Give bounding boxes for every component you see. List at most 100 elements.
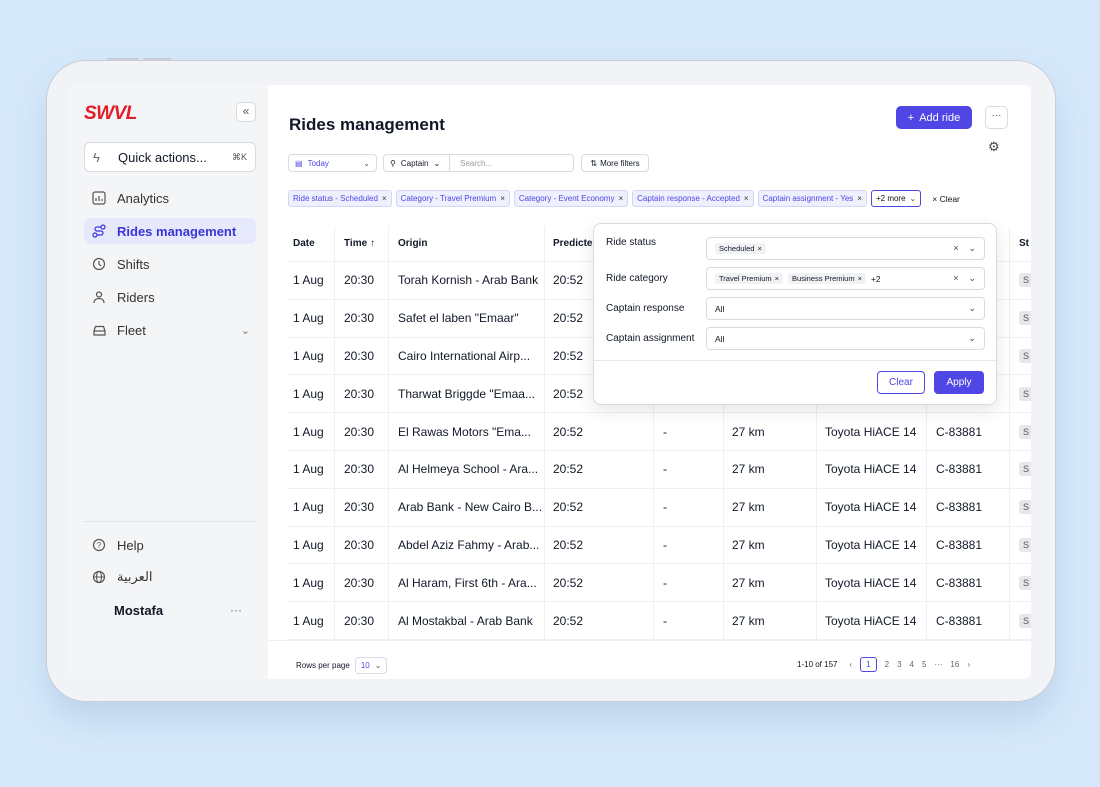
cell-date: 1 Aug	[293, 424, 324, 439]
close-icon[interactable]: ×	[774, 274, 780, 283]
more-options-button[interactable]: ···	[985, 106, 1008, 129]
column-header-predicted[interactable]: Predicted	[553, 238, 599, 249]
filter-chip[interactable]: Captain response - Accepted ×	[632, 190, 754, 207]
cell-dist: 27 km	[732, 500, 765, 515]
table-row[interactable]: 1 Aug 20:30 Al Haram, First 6th - Ara... 20…	[288, 564, 1031, 603]
sidebar-item-shifts[interactable]: Shifts	[84, 251, 256, 277]
column-header-time[interactable]: Time ↑	[344, 238, 375, 249]
more-chips-button[interactable]: +2 more ⌄	[870, 190, 922, 207]
page-button[interactable]: 4	[909, 660, 914, 669]
tag-label: Scheduled	[719, 244, 755, 253]
close-icon[interactable]: ×	[381, 194, 387, 203]
clear-icon[interactable]: ×	[953, 243, 959, 253]
page-button[interactable]: 16	[950, 660, 960, 669]
table-row[interactable]: 1 Aug 20:30 El Rawas Motors "Ema... 20:52 - 2…	[288, 413, 1031, 451]
cell-time: 20:30	[344, 348, 375, 363]
cell-status: S	[1019, 500, 1031, 515]
collapse-sidebar-button[interactable]: «	[236, 102, 256, 122]
selected-tag: Scheduled ×	[715, 243, 766, 254]
filter-chip[interactable]: Category - Travel Premium ×	[395, 190, 510, 207]
column-header-status[interactable]: St	[1019, 238, 1029, 249]
plus-icon: +	[907, 111, 915, 124]
selected-tag: Business Premium ×	[788, 273, 866, 284]
search-scope-select[interactable]: ⚲ Captain ⌄	[390, 155, 451, 171]
column-divider	[653, 226, 654, 640]
chevron-down-icon: ⌄	[968, 303, 976, 313]
clear-filters-button[interactable]: × Clear	[932, 193, 960, 204]
close-icon[interactable]: ×	[857, 194, 862, 203]
cell-plate: C-83881	[936, 575, 983, 590]
cell-status: S	[1019, 575, 1031, 590]
table-row[interactable]: 1 Aug 20:30 Abdel Aziz Fahmy - Arab... 20:5…	[288, 527, 1031, 565]
sidebar-item-analytics[interactable]: Analytics	[84, 185, 256, 211]
sidebar-item-fleet[interactable]: Fleet ⌄	[84, 317, 256, 343]
user-menu-button[interactable]: ···	[230, 603, 242, 617]
chip-label: Ride status - Scheduled	[293, 194, 378, 203]
column-divider	[1009, 226, 1010, 640]
cell-x: -	[663, 500, 667, 515]
cell-date: 1 Aug	[293, 311, 324, 326]
page-button-current[interactable]: 1	[860, 657, 877, 672]
cell-date: 1 Aug	[293, 613, 324, 628]
gear-icon[interactable]: ⚙	[988, 139, 1000, 154]
chip-label: Category - Event Economy	[518, 194, 615, 203]
clear-icon[interactable]: ×	[953, 273, 959, 283]
quick-actions-button[interactable]: ϟ Quick actions... ⌘K	[84, 142, 256, 172]
cell-dist: 27 km	[732, 575, 765, 590]
column-header-date[interactable]: Date	[293, 238, 315, 249]
prev-page-icon[interactable]: ‹	[849, 660, 853, 669]
cell-time: 20:30	[344, 273, 375, 288]
close-icon[interactable]: ×	[743, 194, 749, 203]
table-row[interactable]: 1 Aug 20:30 Al Helmeya School - Ara... 20:5…	[288, 451, 1031, 489]
filter-chip[interactable]: Ride status - Scheduled ×	[288, 190, 392, 207]
next-page-icon[interactable]: ›	[967, 660, 970, 669]
ride-status-select[interactable]: Scheduled × × ⌄	[706, 237, 985, 260]
clock-icon	[90, 257, 108, 271]
language-switch[interactable]: العربية	[84, 564, 256, 590]
tag-label: Travel Premium	[719, 274, 772, 283]
cell-vehicle: Toyota HiACE 14	[825, 537, 917, 552]
filter-chip[interactable]: Captain assignment - Yes ×	[757, 190, 867, 207]
page-button[interactable]: 3	[897, 660, 902, 669]
table-row[interactable]: 1 Aug 20:30 Arab Bank - New Cairo B... 20:5…	[288, 489, 1031, 527]
cell-date: 1 Aug	[293, 386, 324, 401]
close-icon[interactable]: ×	[857, 274, 862, 283]
more-filters-button[interactable]: ⇅ More filters	[581, 154, 649, 172]
lightning-icon: ϟ	[93, 149, 100, 165]
rows-per-page-select[interactable]: 10 ⌄	[354, 657, 388, 674]
filter-chip[interactable]: Category - Event Economy ×	[513, 190, 629, 207]
cell-plate: C-83881	[936, 462, 983, 477]
route-icon	[90, 224, 108, 238]
popover-clear-button[interactable]: Clear	[877, 371, 925, 394]
cell-origin: Al Mostakbal - Arab Bank	[398, 613, 533, 628]
ride-category-select[interactable]: Travel Premium × Business Premium × +2 × ⌄	[706, 267, 985, 290]
add-ride-button[interactable]: + Add ride	[896, 106, 972, 129]
chevron-down-icon: ⌄	[968, 273, 976, 283]
close-icon[interactable]: ×	[500, 194, 505, 203]
page-button[interactable]: 5	[921, 660, 927, 669]
page-title: Rides management	[289, 115, 445, 134]
captain-response-select[interactable]: All ⌄	[706, 297, 985, 320]
analytics-icon	[90, 191, 108, 205]
captain-assignment-select[interactable]: All ⌄	[706, 327, 985, 350]
table-row[interactable]: 1 Aug 20:30 Al Mostakbal - Arab Bank 20:52 -…	[288, 602, 1031, 640]
help-link[interactable]: ? Help	[84, 532, 256, 558]
table-row[interactable]: 1 Aug 20:30 Tharwat Briggde "Emaa... 20:52 S	[288, 375, 1031, 414]
sidebar-item-rides-management[interactable]: Rides management	[84, 218, 256, 244]
cell-vehicle: Toyota HiACE 14	[825, 462, 917, 477]
search-input[interactable]: Search...	[460, 158, 493, 168]
cell-predicted: 20:52	[553, 386, 584, 401]
date-filter[interactable]: ▤ Today ⌄	[288, 154, 377, 172]
close-icon[interactable]: ×	[757, 244, 762, 253]
page-button[interactable]: 2	[884, 660, 890, 669]
sidebar-item-riders[interactable]: Riders	[84, 284, 256, 310]
close-icon[interactable]: ×	[618, 194, 624, 203]
active-filter-chips: Ride status - Scheduled × Category - Trav…	[288, 190, 960, 207]
chevron-down-icon: ⌄	[240, 324, 250, 337]
popover-apply-button[interactable]: Apply	[934, 371, 984, 394]
cell-predicted: 20:52	[553, 311, 584, 326]
cell-status: S	[1019, 386, 1031, 401]
filter-label: Captain response	[606, 303, 685, 314]
column-divider	[816, 226, 817, 640]
column-header-origin[interactable]: Origin	[398, 238, 428, 249]
